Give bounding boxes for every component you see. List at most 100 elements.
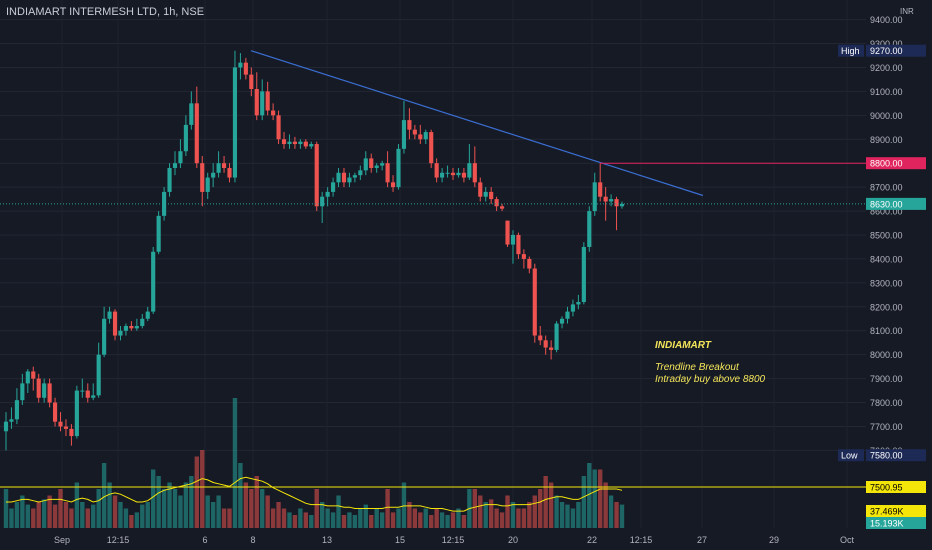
price-marker-tag — [838, 44, 864, 57]
volume-bar — [461, 515, 467, 528]
time-tick-label: 15 — [395, 535, 405, 545]
volume-bar — [123, 508, 129, 528]
candle-body — [118, 330, 123, 336]
volume-ma-path — [6, 476, 623, 512]
volume-bar — [145, 502, 150, 528]
volume-bar — [456, 508, 461, 528]
volume-bar — [619, 504, 625, 528]
candle-body — [298, 141, 303, 145]
candle-body — [52, 402, 58, 422]
candle-body — [445, 172, 450, 174]
candle-body — [603, 196, 608, 202]
volume-bar — [587, 463, 592, 528]
candle-body — [418, 134, 423, 140]
volume-bar — [505, 495, 510, 528]
candle-body — [336, 172, 341, 183]
candle-body — [609, 199, 614, 202]
candle-body — [494, 199, 499, 207]
candle-body — [178, 151, 183, 164]
candle-body — [58, 421, 63, 427]
annotation: INDIAMART Trendline Breakout Intraday bu… — [655, 340, 766, 385]
candle-body — [554, 323, 559, 350]
volume-bar — [358, 508, 363, 528]
volume-bar — [210, 502, 216, 528]
volume-bar — [303, 512, 309, 528]
candle-body — [440, 172, 445, 178]
annotation-symbol: INDIAMART — [655, 340, 712, 351]
candle-body — [243, 62, 248, 75]
volume-bar — [14, 502, 20, 528]
volume-bar — [249, 489, 254, 528]
price-marker-value: 37.469K — [870, 507, 904, 517]
candle-body — [614, 199, 619, 207]
candle-body — [211, 172, 216, 178]
candle-body — [14, 400, 19, 420]
volume-bar — [521, 508, 527, 528]
time-tick-label: 27 — [697, 535, 707, 545]
volume-bar — [200, 450, 205, 528]
candle-body — [287, 141, 292, 145]
candle-body — [260, 91, 265, 116]
candle-body — [456, 172, 461, 176]
price-marker-value: 7500.95 — [870, 483, 903, 493]
volume-bar — [151, 469, 156, 528]
volume-bar — [118, 502, 123, 528]
candle-body — [156, 215, 161, 252]
volume-bar — [510, 502, 516, 528]
candle-body — [516, 235, 521, 255]
volume-bar — [36, 502, 41, 528]
candle-body — [167, 167, 172, 192]
candle-body — [341, 172, 347, 183]
volume-bar — [347, 512, 352, 528]
candle-body — [598, 182, 603, 197]
volume-bar — [232, 398, 238, 528]
volume-bar — [614, 502, 619, 528]
candle-body — [543, 340, 548, 348]
candle-body — [80, 390, 85, 392]
candle-body — [134, 325, 139, 329]
volume-bar — [336, 495, 341, 528]
price-tick-label: 8600.00 — [870, 207, 903, 217]
volume-bar — [598, 469, 603, 528]
candle-body — [205, 177, 210, 192]
candle-body — [320, 196, 325, 207]
time-tick-label: 29 — [769, 535, 779, 545]
volume-bar — [41, 499, 47, 528]
time-tick-label: 12:15 — [107, 535, 130, 545]
candle-body — [3, 421, 9, 432]
candle-body — [423, 132, 428, 140]
volume-bar — [20, 495, 25, 528]
volume-bar — [25, 504, 30, 528]
volume-bar — [161, 489, 167, 528]
volume-bar — [434, 508, 439, 528]
volume-bar — [287, 512, 292, 528]
candles — [3, 50, 625, 451]
annotation-line1: Trendline Breakout — [655, 362, 740, 373]
time-tick-label: 20 — [508, 535, 518, 545]
candle-body — [36, 378, 41, 398]
candle-body — [102, 318, 107, 355]
price-tick-label: 7700.00 — [870, 422, 903, 432]
price-marker-value: 9270.00 — [870, 46, 903, 56]
volume-bar — [532, 495, 537, 528]
candle-body — [559, 318, 565, 324]
candle-body — [380, 163, 385, 166]
volume-bar — [238, 463, 243, 528]
volume-bar — [608, 495, 614, 528]
candle-body — [74, 390, 79, 437]
volume-bar — [423, 508, 428, 528]
volume-bar — [407, 502, 412, 528]
volume-bar — [91, 504, 96, 528]
volume-bar — [592, 469, 597, 528]
volume-bar — [9, 508, 14, 528]
volume-bar — [570, 508, 576, 528]
volume-bars — [3, 398, 625, 528]
candle-body — [489, 191, 494, 200]
volume-bar — [516, 508, 521, 528]
candle-body — [194, 103, 199, 164]
price-axis: 9400.00 9300.00 9200.00 9100.00 9000.00 8900.… — [838, 7, 926, 529]
candle-body — [271, 110, 276, 116]
price-tick-label: 8000.00 — [870, 350, 903, 360]
volume-bar — [292, 515, 298, 528]
